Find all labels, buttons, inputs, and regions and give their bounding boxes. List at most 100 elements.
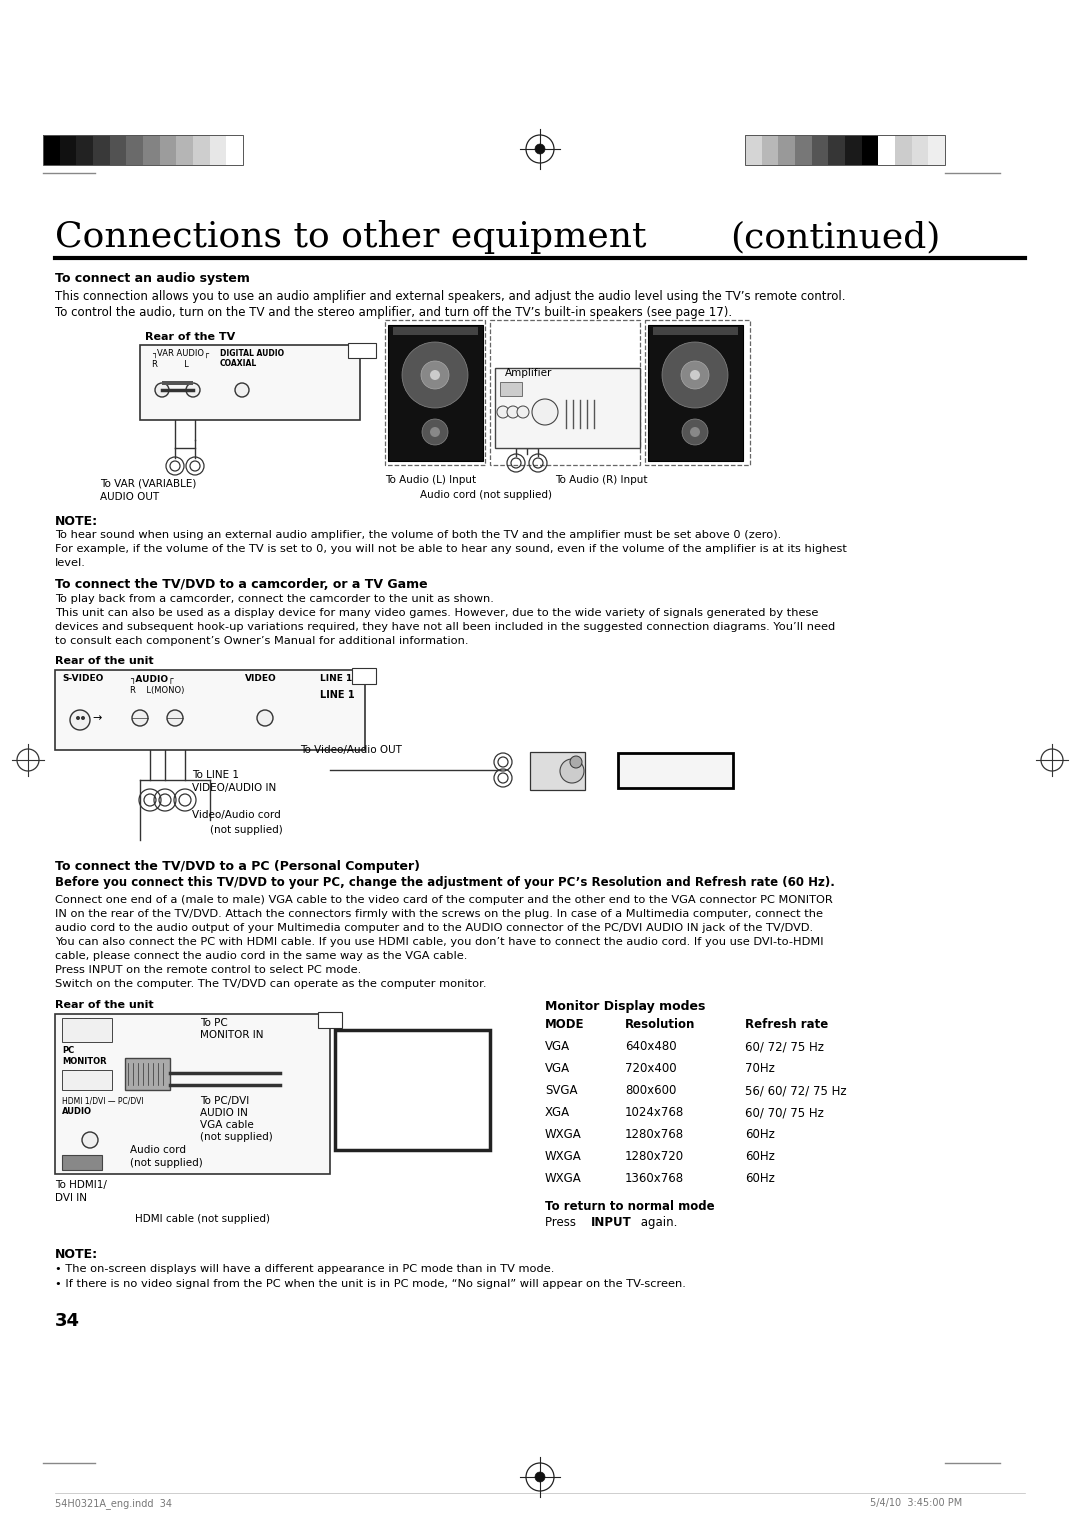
Text: You can also connect the PC with HDMI cable. If you use HDMI cable, you don’t ha: You can also connect the PC with HDMI ca… (55, 937, 824, 947)
Text: ┐VAR AUDIO┌: ┐VAR AUDIO┌ (152, 348, 210, 358)
Text: Resolution: Resolution (625, 1018, 696, 1031)
Bar (43, 134, 243, 165)
Text: To control the audio, turn on the TV and the stereo amplifier, and turn off the : To control the audio, turn on the TV and… (55, 306, 732, 319)
Text: Switch on the computer. The TV/DVD can operate as the computer monitor.: Switch on the computer. The TV/DVD can o… (55, 979, 486, 989)
Text: DIGITAL AUDIO: DIGITAL AUDIO (220, 348, 284, 358)
Text: NOTE:: NOTE: (55, 1248, 98, 1261)
Circle shape (82, 1132, 98, 1148)
Text: Rear of the TV: Rear of the TV (145, 332, 235, 342)
Circle shape (532, 399, 558, 425)
Text: LINE 1: LINE 1 (320, 691, 354, 700)
Text: (not supplied): (not supplied) (200, 1132, 273, 1141)
Bar (745, 134, 945, 165)
Bar (59, 134, 77, 165)
Text: Rear of the unit: Rear of the unit (55, 999, 153, 1010)
Text: • If there is no video signal from the PC when the unit is in PC mode, “No signa: • If there is no video signal from the P… (55, 1279, 686, 1290)
Bar (795, 134, 812, 165)
Circle shape (421, 361, 449, 390)
Circle shape (132, 711, 148, 726)
Text: devices and subsequent hook-up variations required, they have not all been inclu: devices and subsequent hook-up variation… (55, 622, 835, 633)
Bar (352, 668, 376, 685)
Circle shape (76, 717, 80, 720)
Text: To PC: To PC (200, 1018, 228, 1028)
Text: This connection allows you to use an audio amplifier and external speakers, and : This connection allows you to use an aud… (55, 290, 846, 303)
Text: NOTE:: NOTE: (55, 515, 98, 529)
Text: LINE 1: LINE 1 (320, 674, 352, 683)
Bar (110, 134, 126, 165)
Text: 1: 1 (86, 1022, 91, 1028)
Bar (645, 319, 750, 465)
Text: WXGA: WXGA (545, 1172, 582, 1186)
Text: TV GAME: TV GAME (627, 756, 699, 770)
Text: XGA: XGA (545, 1106, 570, 1118)
Text: 1360x768: 1360x768 (625, 1172, 684, 1186)
Text: 60/ 70/ 75 Hz: 60/ 70/ 75 Hz (745, 1106, 824, 1118)
Text: 60Hz: 60Hz (745, 1172, 774, 1186)
Circle shape (517, 406, 529, 419)
Bar (160, 134, 176, 165)
Text: (not supplied): (not supplied) (210, 825, 283, 834)
Bar (812, 134, 828, 165)
Bar (55, 669, 365, 750)
Text: To connect an audio system: To connect an audio system (55, 272, 249, 286)
Text: To play back from a camcorder, connect the camcorder to the unit as shown.: To play back from a camcorder, connect t… (55, 594, 494, 604)
Text: • The on-screen displays will have a different appearance in PC mode than in TV : • The on-screen displays will have a dif… (55, 1264, 554, 1274)
Text: R          L: R L (152, 361, 189, 368)
Text: To HDMI1/: To HDMI1/ (55, 1180, 107, 1190)
Text: SVGA: SVGA (545, 1083, 578, 1097)
Text: To LINE 1: To LINE 1 (192, 770, 239, 779)
Text: AUDIO OUT: AUDIO OUT (100, 492, 159, 503)
Circle shape (535, 1471, 545, 1482)
Bar (140, 345, 360, 420)
Bar (828, 134, 845, 165)
Bar (93, 134, 110, 165)
Text: ┐AUDIO┌: ┐AUDIO┌ (130, 674, 174, 683)
Bar (745, 134, 761, 165)
Text: Connect one end of a (male to male) VGA cable to the video card of the computer : Connect one end of a (male to male) VGA … (55, 895, 833, 905)
Text: 800x600: 800x600 (625, 1083, 676, 1097)
Bar (143, 134, 160, 165)
Text: MONITOR: MONITOR (62, 1057, 107, 1067)
Bar (618, 753, 733, 788)
Text: WXGA: WXGA (545, 1128, 582, 1141)
Bar (335, 1030, 490, 1151)
Bar (862, 134, 878, 165)
Text: OUT: OUT (350, 342, 372, 351)
Bar (895, 134, 912, 165)
Text: 70Hz: 70Hz (745, 1062, 774, 1076)
Text: Monitor Display modes: Monitor Display modes (545, 999, 705, 1013)
Text: HDMI: HDMI (64, 1018, 92, 1027)
Text: level.: level. (55, 558, 86, 568)
Text: MONITOR IN: MONITOR IN (200, 1030, 264, 1041)
Circle shape (681, 361, 708, 390)
Text: R    L(MONO): R L(MONO) (130, 686, 185, 695)
Text: To VAR (VARIABLE): To VAR (VARIABLE) (100, 478, 197, 487)
Text: AUDIO: AUDIO (62, 1106, 92, 1115)
Text: 54H0321A_eng.indd  34: 54H0321A_eng.indd 34 (55, 1497, 172, 1510)
Bar (348, 342, 376, 358)
Bar (125, 1057, 170, 1089)
Text: IN: IN (354, 668, 363, 677)
Text: WXGA: WXGA (545, 1151, 582, 1163)
Text: MODE: MODE (545, 1018, 584, 1031)
Bar (912, 134, 929, 165)
Circle shape (507, 406, 519, 419)
Text: IN on the rear of the TV/DVD. Attach the connectors firmly with the screws on th: IN on the rear of the TV/DVD. Attach the… (55, 909, 823, 918)
Text: again.: again. (637, 1216, 677, 1229)
Bar (55, 1015, 330, 1174)
Circle shape (430, 426, 440, 437)
Text: 1280x768: 1280x768 (625, 1128, 684, 1141)
Text: to consult each component’s Owner’s Manual for additional information.: to consult each component’s Owner’s Manu… (55, 636, 469, 646)
Text: VGA cable: VGA cable (200, 1120, 254, 1131)
Text: 640x480: 640x480 (625, 1041, 677, 1053)
Text: VIDEO: VIDEO (245, 674, 276, 683)
Bar (62, 1155, 102, 1170)
Circle shape (681, 419, 708, 445)
Circle shape (167, 711, 183, 726)
Bar (384, 319, 485, 465)
Circle shape (402, 342, 468, 408)
Text: 56/ 60/ 72/ 75 Hz: 56/ 60/ 72/ 75 Hz (745, 1083, 847, 1097)
Bar (779, 134, 795, 165)
Bar (929, 134, 945, 165)
Text: Press INPUT on the remote control to select PC mode.: Press INPUT on the remote control to sel… (55, 966, 361, 975)
